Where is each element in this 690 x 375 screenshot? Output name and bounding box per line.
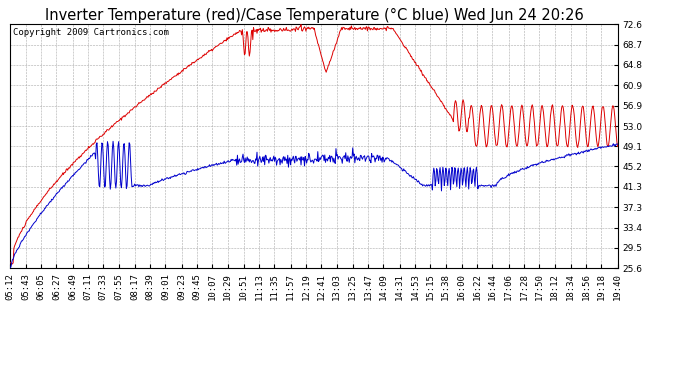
Text: Copyright 2009 Cartronics.com: Copyright 2009 Cartronics.com (13, 28, 169, 37)
Title: Inverter Temperature (red)/Case Temperature (°C blue) Wed Jun 24 20:26: Inverter Temperature (red)/Case Temperat… (45, 8, 583, 23)
